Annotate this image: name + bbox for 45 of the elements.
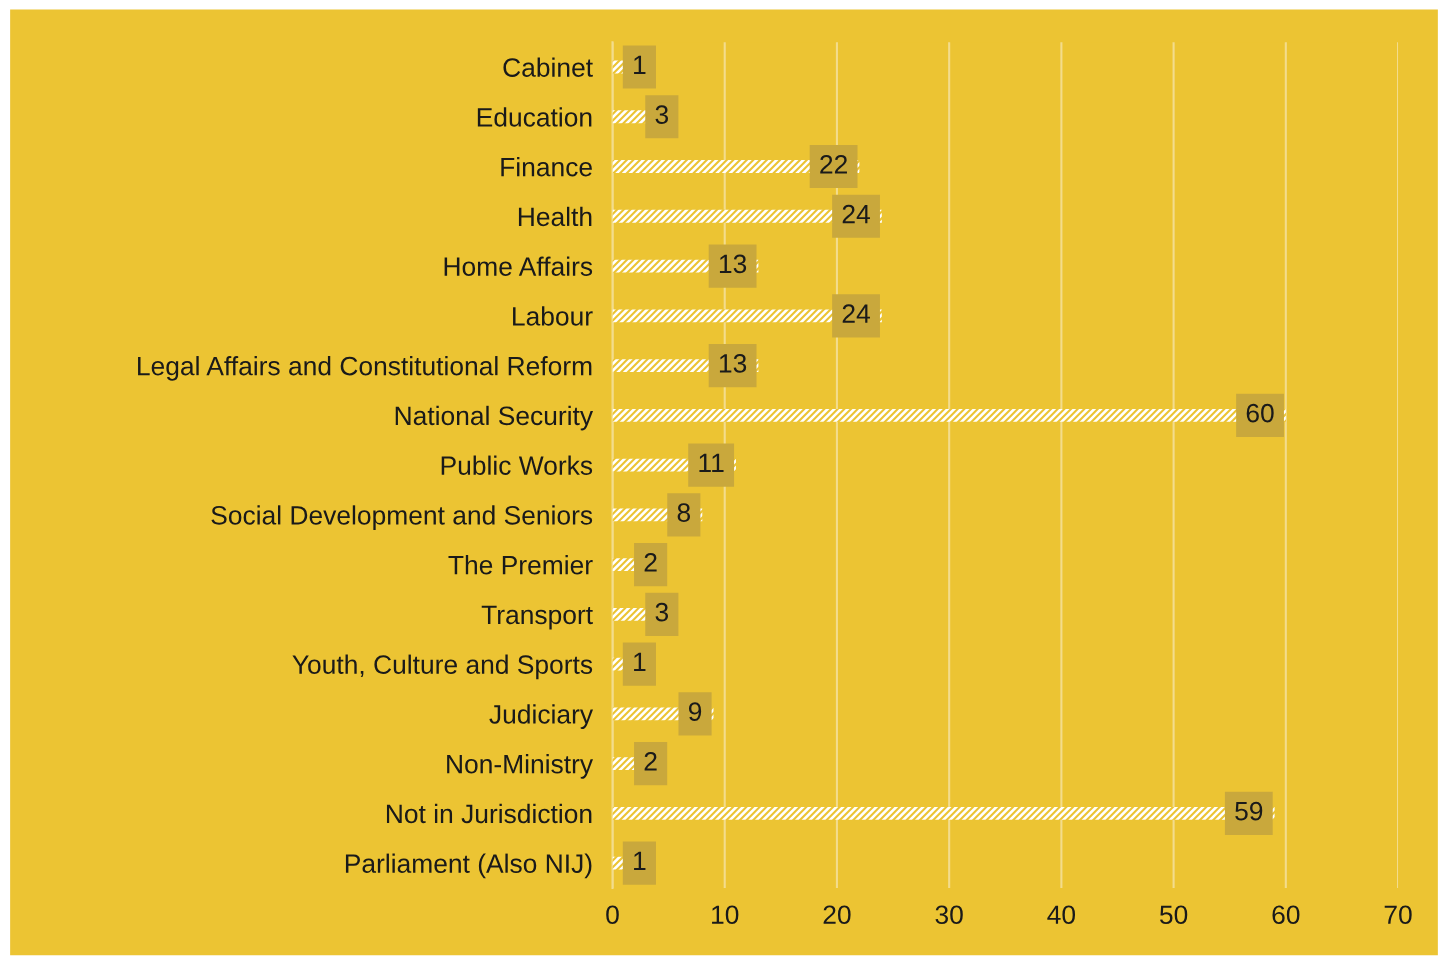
y-tick-label: Transport (481, 605, 593, 630)
data-label: 1 (634, 851, 646, 870)
x-tick-label: 10 (712, 905, 739, 925)
data-label: 3 (655, 602, 669, 622)
y-tick-label: Health (518, 206, 592, 227)
y-tick-label: Parliament (Also NIJ) (345, 853, 592, 879)
y-tick-label: Not in Jurisdiction (386, 803, 592, 824)
data-label: 24 (842, 204, 870, 224)
y-tick-label: Judiciary (489, 704, 594, 729)
x-tick-label: 40 (1047, 905, 1076, 925)
y-tick-label: Home Affairs (444, 256, 593, 276)
data-label: 22 (820, 154, 847, 174)
y-tick-label: National Security (395, 405, 594, 431)
data-label: 1 (634, 55, 646, 74)
data-label: 11 (699, 453, 724, 472)
data-label: 2 (644, 553, 657, 572)
bar (612, 657, 624, 671)
x-tick-label: 70 (1384, 905, 1412, 925)
y-tick-label: Social Development and Seniors (211, 505, 593, 530)
data-label: 13 (719, 354, 747, 373)
y-tick-label: Labour (513, 306, 593, 326)
data-label: 8 (677, 503, 691, 522)
y-tick-label: Cabinet (503, 57, 593, 77)
data-label: 1 (634, 652, 646, 671)
data-label: 3 (655, 105, 669, 124)
y-tick-label: Public Works (441, 455, 593, 475)
y-tick-label: The Premier (448, 555, 593, 575)
bar (612, 856, 624, 870)
data-label: 60 (1246, 403, 1274, 423)
x-tick-label: 0 (606, 905, 619, 925)
data-label: 13 (719, 254, 747, 274)
y-tick-label: Finance (501, 157, 592, 177)
y-tick-label: Legal Affairs and Constitutional Reform (138, 356, 592, 381)
y-tick-label: Youth, Culture and Sports (292, 654, 593, 680)
data-label: 24 (842, 304, 870, 323)
data-label: 9 (688, 702, 702, 721)
data-label: 59 (1235, 801, 1263, 821)
x-tick-label: 60 (1272, 905, 1300, 925)
x-tick-label: 20 (823, 905, 851, 925)
data-label: 2 (644, 752, 657, 771)
x-tick-label: 30 (935, 905, 963, 925)
bar (612, 60, 624, 74)
x-tick-label: 50 (1159, 905, 1188, 925)
y-tick-label: Education (477, 107, 592, 127)
y-tick-label: Non-Ministry (447, 754, 594, 779)
